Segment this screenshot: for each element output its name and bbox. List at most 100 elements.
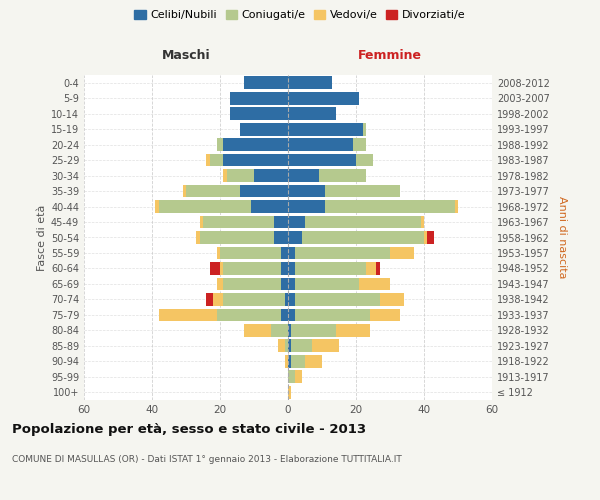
Bar <box>159 200 251 213</box>
Y-axis label: Anni di nascita: Anni di nascita <box>557 196 566 279</box>
Bar <box>359 278 390 290</box>
Bar <box>227 169 254 182</box>
Bar <box>284 340 288 352</box>
Bar <box>217 308 281 321</box>
Bar <box>284 293 288 306</box>
Bar <box>455 200 458 213</box>
Bar <box>284 355 288 368</box>
Bar <box>380 293 404 306</box>
Bar <box>155 200 159 213</box>
Bar <box>363 123 366 136</box>
Bar <box>288 324 292 336</box>
Bar <box>217 278 223 290</box>
Y-axis label: Fasce di età: Fasce di età <box>37 204 47 270</box>
Bar <box>223 154 288 166</box>
Bar <box>213 293 223 306</box>
Bar <box>288 246 295 260</box>
Bar <box>217 138 223 151</box>
Bar <box>220 246 281 260</box>
Bar <box>295 308 370 321</box>
Bar <box>200 231 274 244</box>
Bar <box>353 138 366 151</box>
Bar <box>288 308 295 321</box>
Bar <box>210 154 223 166</box>
Bar <box>288 138 353 151</box>
Text: Maschi: Maschi <box>161 50 211 62</box>
Bar <box>288 340 292 352</box>
Bar <box>288 154 356 166</box>
Bar <box>295 278 359 290</box>
Bar <box>274 216 288 228</box>
Bar <box>217 246 220 260</box>
Bar <box>210 262 220 275</box>
Bar <box>223 278 281 290</box>
Bar <box>390 246 414 260</box>
Bar <box>274 231 288 244</box>
Bar <box>281 246 288 260</box>
Bar <box>244 76 288 89</box>
Bar <box>335 324 370 336</box>
Bar <box>281 308 288 321</box>
Bar <box>292 340 312 352</box>
Bar <box>292 355 305 368</box>
Bar <box>288 123 363 136</box>
Bar <box>288 355 292 368</box>
Bar <box>288 92 359 104</box>
Bar <box>288 108 335 120</box>
Bar <box>223 169 227 182</box>
Bar <box>206 154 210 166</box>
Bar <box>295 262 366 275</box>
Bar <box>223 138 288 151</box>
Bar <box>288 169 319 182</box>
Bar <box>241 184 288 198</box>
Bar <box>278 340 284 352</box>
Bar <box>230 92 288 104</box>
Bar <box>200 216 203 228</box>
Bar <box>288 370 295 383</box>
Bar <box>196 231 200 244</box>
Bar <box>427 231 434 244</box>
Bar <box>295 370 302 383</box>
Bar <box>288 184 325 198</box>
Bar <box>203 216 274 228</box>
Bar <box>186 184 241 198</box>
Bar <box>244 324 271 336</box>
Bar <box>312 340 339 352</box>
Bar <box>288 231 302 244</box>
Bar <box>305 216 421 228</box>
Bar <box>254 169 288 182</box>
Bar <box>220 262 223 275</box>
Bar <box>376 262 380 275</box>
Bar <box>281 278 288 290</box>
Bar <box>421 216 424 228</box>
Bar <box>241 123 288 136</box>
Bar <box>288 293 295 306</box>
Bar <box>230 108 288 120</box>
Bar <box>370 308 400 321</box>
Bar <box>325 184 400 198</box>
Text: COMUNE DI MASULLAS (OR) - Dati ISTAT 1° gennaio 2013 - Elaborazione TUTTITALIA.I: COMUNE DI MASULLAS (OR) - Dati ISTAT 1° … <box>12 455 402 464</box>
Bar <box>288 200 325 213</box>
Bar <box>206 293 213 306</box>
Bar <box>159 308 217 321</box>
Bar <box>292 324 335 336</box>
Bar <box>281 262 288 275</box>
Bar <box>251 200 288 213</box>
Bar <box>305 355 322 368</box>
Bar <box>295 293 380 306</box>
Legend: Celibi/Nubili, Coniugati/e, Vedovi/e, Divorziati/e: Celibi/Nubili, Coniugati/e, Vedovi/e, Di… <box>130 6 470 25</box>
Text: Femmine: Femmine <box>358 50 422 62</box>
Bar <box>288 386 292 398</box>
Bar <box>288 76 332 89</box>
Bar <box>302 231 424 244</box>
Bar <box>295 246 390 260</box>
Bar <box>288 216 305 228</box>
Bar <box>223 262 281 275</box>
Bar <box>271 324 288 336</box>
Bar <box>182 184 186 198</box>
Bar <box>288 262 295 275</box>
Bar <box>288 278 295 290</box>
Bar <box>319 169 366 182</box>
Bar <box>356 154 373 166</box>
Bar <box>223 293 284 306</box>
